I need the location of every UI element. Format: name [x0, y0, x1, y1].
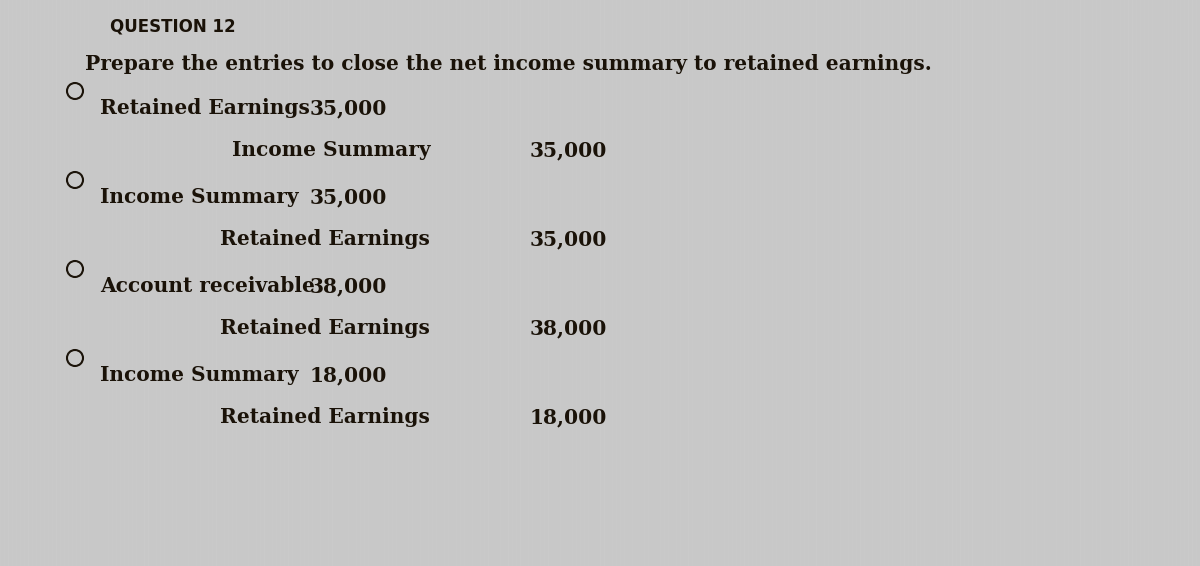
- Text: Retained Earnings: Retained Earnings: [220, 318, 430, 338]
- Text: 35,000: 35,000: [310, 98, 388, 118]
- Text: Income Summary: Income Summary: [100, 187, 299, 207]
- Text: 18,000: 18,000: [310, 365, 388, 385]
- Text: 35,000: 35,000: [310, 187, 388, 207]
- Text: Retained Earnings: Retained Earnings: [220, 407, 430, 427]
- Text: 18,000: 18,000: [530, 407, 607, 427]
- Text: Retained Earnings: Retained Earnings: [100, 98, 310, 118]
- Text: Income Summary: Income Summary: [232, 140, 430, 160]
- Text: Account receivable: Account receivable: [100, 276, 314, 296]
- Text: Prepare the entries to close the net income summary to retained earnings.: Prepare the entries to close the net inc…: [85, 54, 931, 74]
- Text: QUESTION 12: QUESTION 12: [110, 18, 235, 36]
- Text: Retained Earnings: Retained Earnings: [220, 229, 430, 249]
- Text: 35,000: 35,000: [530, 140, 607, 160]
- Text: Income Summary: Income Summary: [100, 365, 299, 385]
- Text: 38,000: 38,000: [530, 318, 607, 338]
- Text: 35,000: 35,000: [530, 229, 607, 249]
- Text: 38,000: 38,000: [310, 276, 388, 296]
